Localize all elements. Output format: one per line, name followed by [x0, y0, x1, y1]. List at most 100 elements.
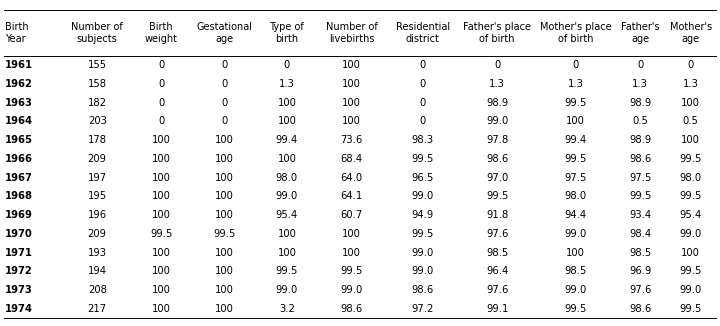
Text: 68.4: 68.4: [341, 154, 363, 164]
Text: 99.0: 99.0: [680, 229, 702, 239]
Text: 99.4: 99.4: [276, 135, 298, 145]
Text: 0: 0: [221, 98, 228, 108]
Text: 98.5: 98.5: [564, 266, 587, 276]
Text: 1973: 1973: [5, 285, 32, 295]
Text: Type of
birth: Type of birth: [269, 22, 305, 44]
Text: 64.1: 64.1: [341, 191, 363, 201]
Text: 100: 100: [215, 210, 233, 220]
Text: 0: 0: [284, 60, 290, 70]
Text: 194: 194: [88, 266, 107, 276]
Text: 100: 100: [277, 247, 297, 258]
Text: 1.3: 1.3: [489, 79, 505, 89]
Text: 0: 0: [221, 116, 228, 126]
Text: 100: 100: [152, 247, 171, 258]
Text: 1962: 1962: [5, 79, 33, 89]
Text: 1961: 1961: [5, 60, 33, 70]
Text: Birth
weight: Birth weight: [145, 22, 178, 44]
Text: 1966: 1966: [5, 154, 33, 164]
Text: 98.0: 98.0: [680, 173, 702, 183]
Text: 99.1: 99.1: [486, 304, 508, 314]
Text: 98.0: 98.0: [564, 191, 586, 201]
Text: 98.9: 98.9: [629, 135, 652, 145]
Text: 0: 0: [688, 60, 694, 70]
Text: 217: 217: [88, 304, 107, 314]
Text: 98.6: 98.6: [412, 285, 434, 295]
Text: 1.3: 1.3: [567, 79, 583, 89]
Text: 0: 0: [420, 116, 426, 126]
Text: 100: 100: [152, 191, 171, 201]
Text: 0.5: 0.5: [632, 116, 648, 126]
Text: 100: 100: [681, 98, 700, 108]
Text: 98.6: 98.6: [486, 154, 508, 164]
Text: 0: 0: [158, 116, 164, 126]
Text: 99.5: 99.5: [150, 229, 173, 239]
Text: 99.0: 99.0: [276, 191, 298, 201]
Text: 155: 155: [88, 60, 107, 70]
Text: 209: 209: [88, 154, 107, 164]
Text: 100: 100: [342, 60, 361, 70]
Text: 93.4: 93.4: [629, 210, 651, 220]
Text: 97.0: 97.0: [486, 173, 508, 183]
Text: Number of
subjects: Number of subjects: [71, 22, 123, 44]
Text: 99.0: 99.0: [341, 285, 363, 295]
Text: 94.9: 94.9: [412, 210, 434, 220]
Text: 95.4: 95.4: [276, 210, 298, 220]
Text: 98.4: 98.4: [629, 229, 651, 239]
Text: 1.3: 1.3: [683, 79, 698, 89]
Text: 1964: 1964: [5, 116, 33, 126]
Text: 3.2: 3.2: [279, 304, 295, 314]
Text: 97.8: 97.8: [486, 135, 508, 145]
Text: 1967: 1967: [5, 173, 33, 183]
Text: 96.9: 96.9: [629, 266, 652, 276]
Text: 97.5: 97.5: [629, 173, 652, 183]
Text: 100: 100: [566, 116, 585, 126]
Text: Gestational
age: Gestational age: [196, 22, 252, 44]
Text: Mother's place
of birth: Mother's place of birth: [539, 22, 611, 44]
Text: 99.0: 99.0: [412, 266, 434, 276]
Text: 195: 195: [88, 191, 107, 201]
Text: 100: 100: [277, 229, 297, 239]
Text: 1968: 1968: [5, 191, 33, 201]
Text: 0: 0: [420, 79, 426, 89]
Text: 91.8: 91.8: [486, 210, 508, 220]
Text: 99.5: 99.5: [564, 154, 587, 164]
Text: 97.6: 97.6: [486, 285, 508, 295]
Text: 100: 100: [215, 135, 233, 145]
Text: 99.0: 99.0: [412, 191, 434, 201]
Text: 0.5: 0.5: [683, 116, 698, 126]
Text: 100: 100: [152, 154, 171, 164]
Text: 99.5: 99.5: [564, 98, 587, 108]
Text: 1970: 1970: [5, 229, 32, 239]
Text: 100: 100: [277, 98, 297, 108]
Text: 97.6: 97.6: [629, 285, 652, 295]
Text: 1963: 1963: [5, 98, 33, 108]
Text: 0: 0: [158, 79, 164, 89]
Text: 98.5: 98.5: [629, 247, 652, 258]
Text: 98.6: 98.6: [629, 154, 652, 164]
Text: 99.5: 99.5: [629, 191, 652, 201]
Text: 100: 100: [681, 135, 700, 145]
Text: 99.5: 99.5: [486, 191, 508, 201]
Text: 0: 0: [158, 98, 164, 108]
Text: 97.2: 97.2: [412, 304, 434, 314]
Text: 100: 100: [277, 154, 297, 164]
Text: 100: 100: [152, 210, 171, 220]
Text: 99.0: 99.0: [412, 247, 434, 258]
Text: 0: 0: [420, 98, 426, 108]
Text: 100: 100: [215, 191, 233, 201]
Text: 98.5: 98.5: [486, 247, 508, 258]
Text: 100: 100: [152, 285, 171, 295]
Text: 100: 100: [566, 247, 585, 258]
Text: 99.0: 99.0: [680, 285, 702, 295]
Text: 98.0: 98.0: [276, 173, 298, 183]
Text: 99.0: 99.0: [486, 116, 508, 126]
Text: 100: 100: [681, 247, 700, 258]
Text: 98.6: 98.6: [629, 304, 652, 314]
Text: 100: 100: [215, 247, 233, 258]
Text: 0: 0: [637, 60, 643, 70]
Text: 1965: 1965: [5, 135, 33, 145]
Text: 1969: 1969: [5, 210, 33, 220]
Text: 99.5: 99.5: [680, 304, 702, 314]
Text: 99.5: 99.5: [680, 266, 702, 276]
Text: 209: 209: [88, 229, 107, 239]
